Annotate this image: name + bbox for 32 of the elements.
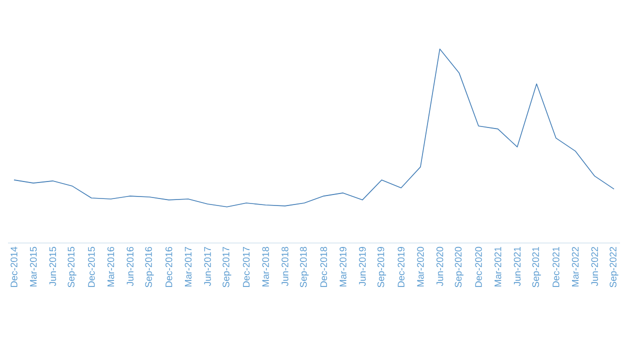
x-tick-label: Sep-2022 — [610, 246, 618, 288]
x-tick-label: Jun-2015 — [49, 246, 56, 286]
x-tick-label: Jun-2017 — [204, 246, 211, 286]
x-tick-label: Mar-2017 — [184, 246, 192, 286]
x-tick-label: Sep-2020 — [454, 246, 464, 288]
x-tick-label: Dec-2018 — [320, 246, 328, 287]
x-tick-label: Jun-2021 — [514, 246, 521, 286]
x-tick-label: Jun-2018 — [282, 246, 288, 286]
x-tick-label: Dec-2019 — [398, 246, 404, 287]
x-tick-label: Sep-2021 — [532, 246, 541, 288]
x-tick-label: Dec-2020 — [475, 246, 482, 287]
x-tick-label: Mar-2016 — [107, 246, 114, 286]
x-tick-label: Dec-2021 — [552, 246, 560, 287]
x-tick-label: Mar-2018 — [262, 246, 269, 286]
x-tick-label: Sep-2018 — [300, 246, 309, 288]
x-tick-label: Jun-2020 — [436, 246, 444, 286]
x-tick-label: Jun-2019 — [359, 246, 366, 286]
x-tick-label: Sep-2016 — [145, 246, 154, 288]
x-tick-label: Dec-2015 — [88, 246, 95, 287]
x-tick-label: Dec-2017 — [242, 246, 250, 287]
x-tick-label: Mar-2022 — [572, 246, 579, 286]
x-tick-label: Sep-2015 — [68, 246, 76, 288]
x-tick-label: Dec-2014 — [10, 246, 18, 287]
x-tick-label: Dec-2016 — [165, 246, 172, 287]
x-tick-label: Mar-2015 — [30, 246, 37, 286]
x-tick-label: Jun-2016 — [126, 246, 134, 286]
x-tick-label: Sep-2019 — [377, 246, 386, 288]
x-tick-label: Mar-2019 — [340, 246, 346, 286]
x-tick-label: Mar-2020 — [417, 246, 424, 286]
x-tick-label: Mar-2021 — [494, 246, 502, 286]
x-tick-label: Jun-2022 — [591, 246, 598, 286]
x-tick-label: Sep-2017 — [222, 246, 232, 288]
